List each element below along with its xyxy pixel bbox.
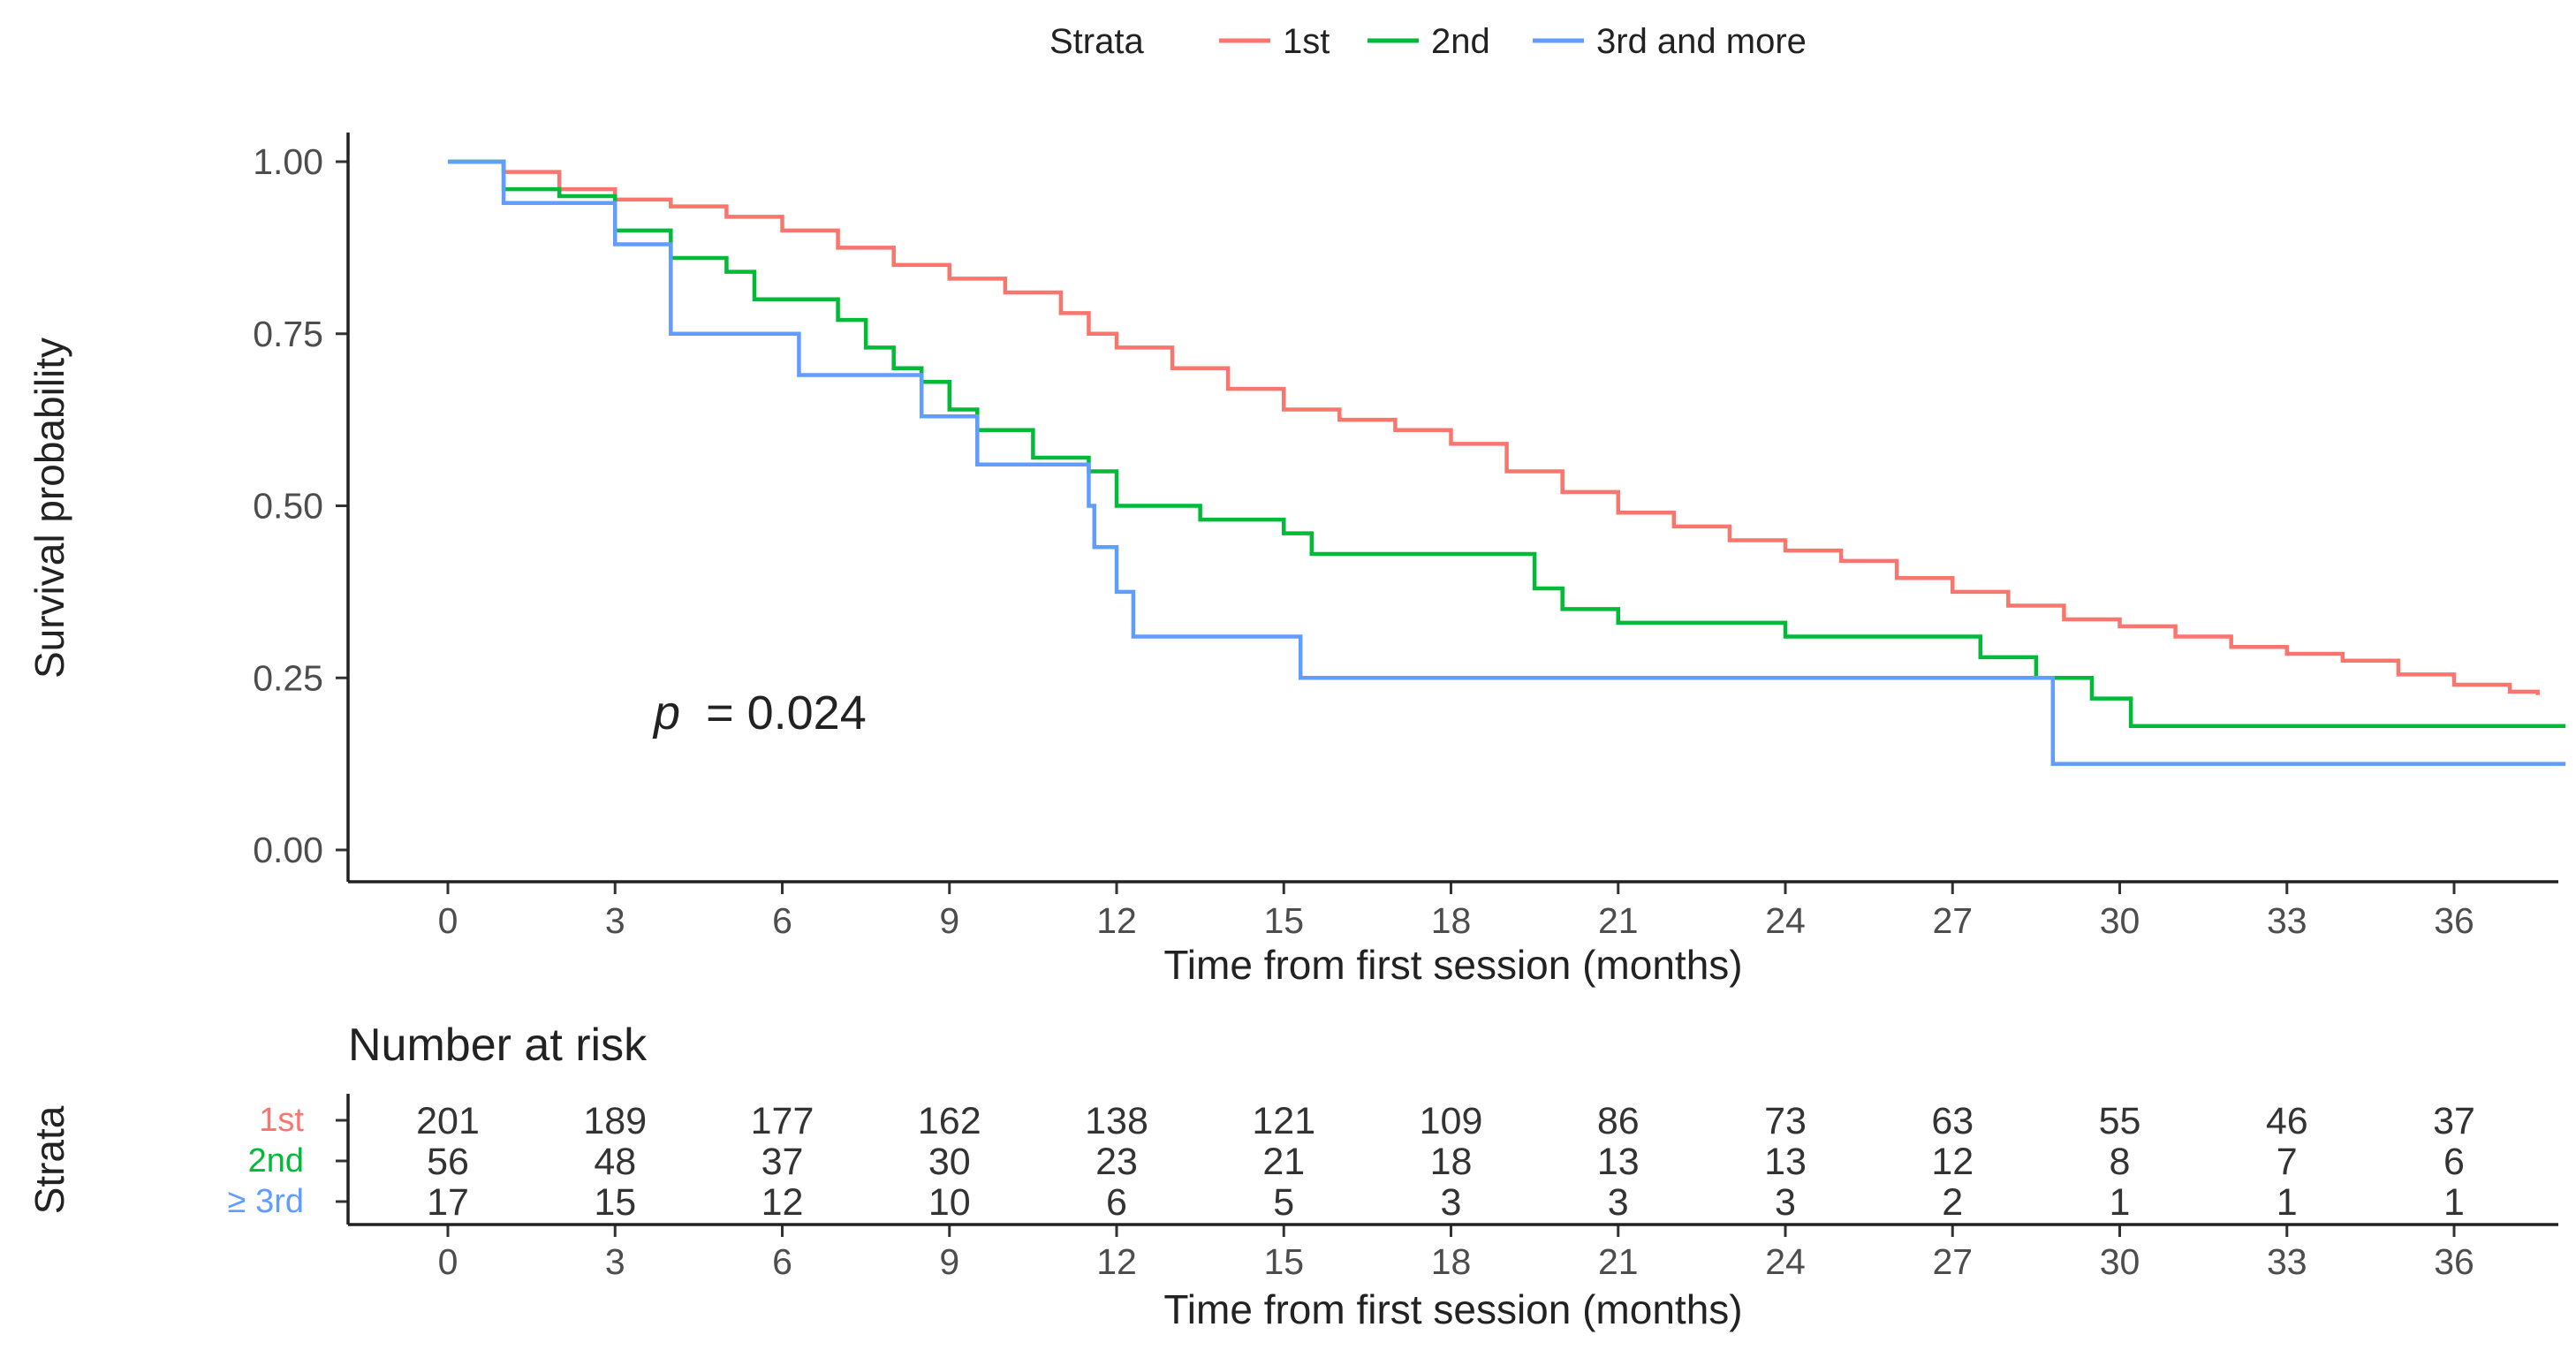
risk-x-tick-label: 12 — [1096, 1241, 1137, 1282]
risk-row-label: ≥ 3rd — [228, 1183, 304, 1220]
x-tick-label: 24 — [1765, 900, 1806, 941]
risk-x-tick-label: 15 — [1263, 1241, 1304, 1282]
risk-cell: 1 — [2443, 1181, 2465, 1224]
y-tick-label: 0.00 — [253, 830, 323, 870]
p-symbol: p — [652, 686, 680, 739]
risk-row-label: 1st — [259, 1102, 304, 1139]
risk-x-tick-label: 9 — [939, 1241, 959, 1282]
risk-x-tick-label: 24 — [1765, 1241, 1806, 1282]
risk-cell: 3 — [1441, 1181, 1462, 1224]
risk-cell: 6 — [1106, 1181, 1127, 1224]
risk-cell: 7 — [2277, 1141, 2298, 1183]
x-axis-title: Time from first session (months) — [1163, 942, 1742, 988]
risk-cell: 13 — [1597, 1141, 1640, 1183]
x-tick-label: 0 — [438, 900, 458, 941]
risk-cell: 8 — [2110, 1141, 2131, 1183]
risk-row-label: 2nd — [248, 1142, 304, 1179]
y-tick-label: 0.50 — [253, 486, 323, 527]
risk-cell: 189 — [583, 1100, 647, 1142]
risk-x-tick-label: 21 — [1598, 1241, 1639, 1282]
risk-cell: 48 — [594, 1141, 636, 1183]
risk-x-tick-label: 27 — [1932, 1241, 1973, 1282]
risk-cell: 55 — [2099, 1100, 2141, 1142]
y-axis-ticks: 0.00 0.25 0.50 0.75 1.00 — [253, 141, 348, 870]
p-value-text: = 0.024 — [706, 686, 867, 739]
risk-x-tick-label: 33 — [2267, 1241, 2307, 1282]
risk-cell: 10 — [928, 1181, 971, 1224]
risk-cell: 12 — [761, 1181, 804, 1224]
x-tick-label: 30 — [2100, 900, 2140, 941]
risk-cell: 109 — [1420, 1100, 1483, 1142]
risk-cell: 2 — [1942, 1181, 1963, 1224]
risk-cell: 12 — [1931, 1141, 1974, 1183]
y-tick-label: 0.75 — [253, 314, 323, 354]
risk-cell: 21 — [1262, 1141, 1305, 1183]
risk-cell: 23 — [1095, 1141, 1138, 1183]
x-tick-label: 12 — [1096, 900, 1137, 941]
legend-title: Strata — [1049, 22, 1144, 61]
risk-cell: 30 — [928, 1141, 971, 1183]
x-tick-label: 15 — [1263, 900, 1304, 941]
risk-cell: 201 — [416, 1100, 480, 1142]
risk-cell: 37 — [761, 1141, 804, 1183]
survival-curve-2nd — [448, 159, 2566, 729]
x-tick-label: 21 — [1598, 900, 1639, 941]
legend-items: 1st 2nd 3rd and more — [1219, 22, 1807, 61]
risk-x-tick-label: 0 — [438, 1241, 458, 1282]
x-tick-label: 3 — [605, 900, 625, 941]
x-tick-label: 33 — [2267, 900, 2307, 941]
y-axis-title: Survival probability — [27, 338, 72, 679]
risk-cell: 13 — [1764, 1141, 1807, 1183]
risk-cell: 63 — [1931, 1100, 1974, 1142]
x-tick-label: 6 — [772, 900, 792, 941]
risk-cell: 17 — [427, 1181, 469, 1224]
risk-cell: 177 — [751, 1100, 814, 1142]
legend-item-label: 2nd — [1431, 22, 1490, 61]
x-tick-label: 27 — [1932, 900, 1973, 941]
risk-cell: 6 — [2443, 1141, 2465, 1183]
x-tick-label: 18 — [1431, 900, 1472, 941]
risk-cell: 86 — [1597, 1100, 1640, 1142]
survival-plot: 0.000.250.500.751.00 0 3 6 9 12 15 18 21 24 27 30 3… — [27, 133, 2566, 988]
risk-cell: 46 — [2266, 1100, 2308, 1142]
risk-cell: 5 — [1273, 1181, 1294, 1224]
risk-cell: 18 — [1430, 1141, 1473, 1183]
risk-cell: 1 — [2277, 1181, 2298, 1224]
risk-cell: 73 — [1764, 1100, 1807, 1142]
legend: Strata 1st 2nd 3rd and more — [1049, 22, 1807, 61]
risk-cell: 3 — [1775, 1181, 1796, 1224]
x-tick-label: 36 — [2434, 900, 2474, 941]
risk-cell: 37 — [2433, 1100, 2475, 1142]
survival-curve-3rd-and-more — [448, 159, 2566, 766]
risk-cell: 15 — [594, 1181, 636, 1224]
x-tick-label: 9 — [939, 900, 959, 941]
risk-cell: 162 — [918, 1100, 981, 1142]
p-value-annotation: p = 0.024 — [652, 686, 867, 739]
risk-cell: 3 — [1608, 1181, 1629, 1224]
x-axis-ticks: 0 3 6 9 12 15 18 21 24 27 30 33 36 — [438, 882, 2474, 941]
risk-table-x-ticks: 0 3 6 9 12 15 18 21 24 27 30 33 36 — [438, 1225, 2474, 1282]
risk-table-title: Number at risk — [348, 1020, 648, 1071]
survival-curve-1st — [448, 159, 2540, 695]
risk-table: Number at risk Strata 1st 201 189 177 162 138… — [27, 1020, 2558, 1332]
risk-cell: 121 — [1252, 1100, 1315, 1142]
y-tick-label: 0.25 — [253, 657, 323, 698]
risk-cell: 56 — [427, 1141, 469, 1183]
risk-x-tick-label: 6 — [772, 1241, 792, 1282]
risk-cell: 1 — [2110, 1181, 2131, 1224]
risk-table-x-axis-title: Time from first session (months) — [1163, 1286, 1742, 1332]
risk-table-strata-label: Strata — [27, 1105, 72, 1214]
risk-cell: 138 — [1085, 1100, 1148, 1142]
survival-curves — [448, 159, 2566, 766]
legend-item-label: 3rd and more — [1596, 22, 1807, 61]
risk-x-tick-label: 18 — [1431, 1241, 1472, 1282]
legend-item-label: 1st — [1283, 22, 1330, 61]
risk-x-tick-label: 3 — [605, 1241, 625, 1282]
y-tick-label: 1.00 — [253, 141, 323, 182]
risk-x-tick-label: 30 — [2100, 1241, 2140, 1282]
risk-x-tick-label: 36 — [2434, 1241, 2474, 1282]
